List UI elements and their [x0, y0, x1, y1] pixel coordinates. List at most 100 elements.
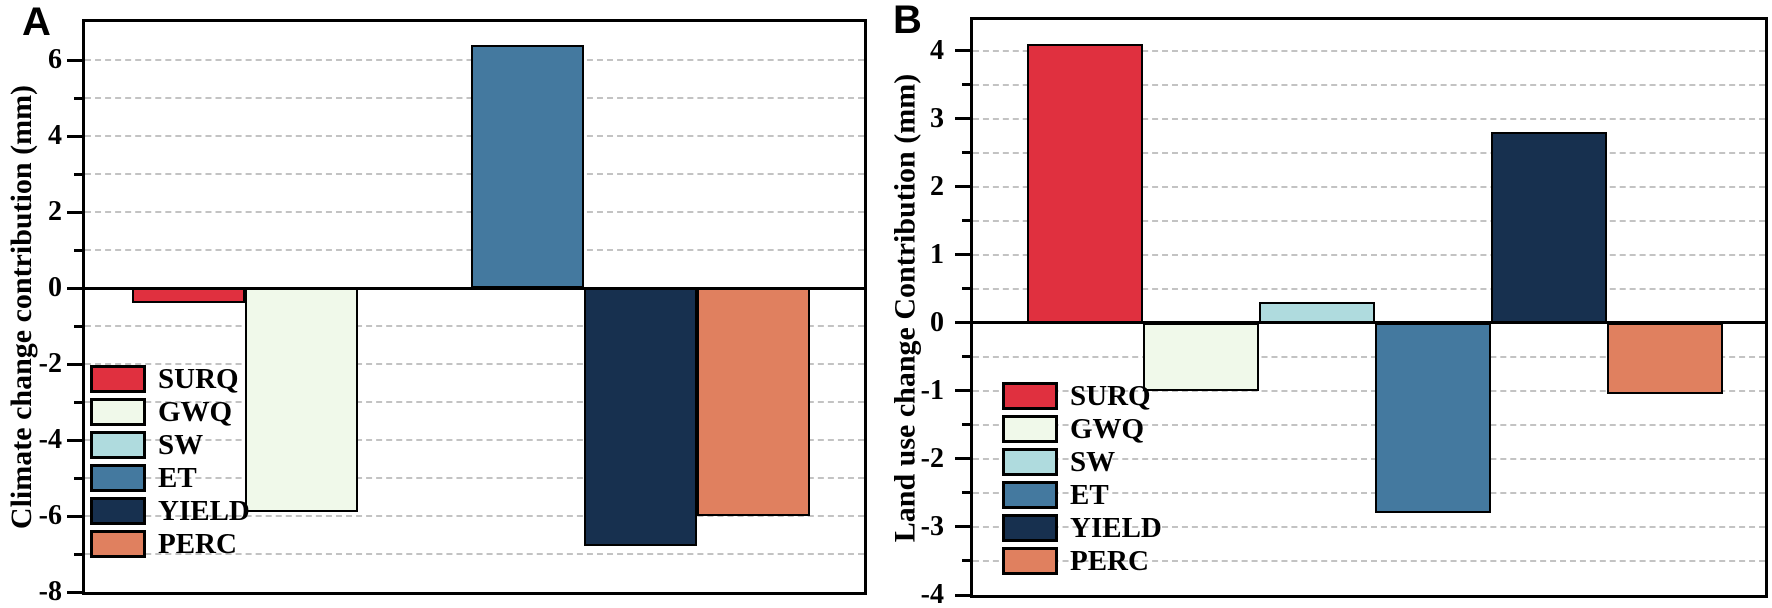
gridline	[973, 287, 1765, 290]
legend-label: SURQ	[158, 363, 239, 395]
major-tick	[67, 514, 82, 518]
y-tick-label: 4	[48, 120, 62, 151]
gridline	[85, 515, 864, 517]
legend-label: SURQ	[1070, 380, 1151, 412]
gridline	[973, 253, 1765, 256]
major-tick	[67, 134, 82, 138]
panel-a-zero-axis-line	[85, 286, 864, 290]
legend-swatch-perc	[1002, 547, 1058, 575]
legend-label: GWQ	[1070, 413, 1145, 445]
legend-label: YIELD	[1070, 512, 1162, 544]
y-tick-label: 6	[48, 44, 62, 75]
y-tick-label: 1	[930, 238, 944, 270]
minor-tick	[962, 83, 970, 87]
gridline	[85, 363, 864, 365]
legend-swatch-gwq	[90, 398, 146, 426]
y-tick-label: 4	[930, 34, 944, 66]
legend-item-sw: SW	[1002, 446, 1162, 478]
y-tick-label: 0	[48, 272, 62, 303]
legend-item-surq: SURQ	[1002, 380, 1162, 412]
gridline	[973, 355, 1765, 358]
y-tick-label: -4	[38, 424, 62, 455]
minor-tick	[74, 324, 82, 328]
gridline	[973, 219, 1765, 222]
gridline	[85, 401, 864, 403]
major-tick	[67, 210, 82, 214]
legend-swatch-yield	[1002, 514, 1058, 542]
y-tick-label: 2	[930, 170, 944, 202]
panel-b-zero-axis-line	[973, 321, 1765, 325]
panel-b-plot-area: SURQ GWQ SW ET YIELD PERC	[970, 17, 1768, 598]
minor-tick	[962, 423, 970, 427]
gridline	[973, 491, 1765, 494]
legend-swatch-et	[90, 464, 146, 492]
minor-tick	[962, 287, 970, 291]
panel-b-letter: B	[893, 0, 922, 42]
gridline	[973, 423, 1765, 426]
y-tick-label: -1	[920, 374, 944, 406]
y-tick-label: -8	[38, 576, 62, 607]
panel-a-plot-area: SURQ GWQ SW ET YIELD PERC	[82, 19, 867, 595]
y-tick-label: -2	[38, 348, 62, 379]
legend-item-sw: SW	[90, 429, 250, 461]
bar-surq	[132, 288, 245, 304]
legend-item-et: ET	[1002, 479, 1162, 511]
bar-et	[471, 44, 584, 288]
legend-label: SW	[158, 429, 204, 461]
y-tick-label: -4	[920, 579, 944, 608]
legend-item-yield: YIELD	[1002, 512, 1162, 544]
major-tick	[67, 58, 82, 62]
legend-label: ET	[1070, 479, 1109, 511]
y-tick-label: 2	[48, 196, 62, 227]
legend-item-perc: PERC	[90, 528, 250, 560]
y-tick-label: -6	[38, 500, 62, 531]
major-tick	[955, 253, 970, 257]
legend-item-et: ET	[90, 464, 250, 493]
legend-swatch-perc	[90, 530, 146, 558]
gridline	[85, 477, 864, 479]
legend-swatch-surq	[90, 365, 146, 393]
legend-swatch-sw	[1002, 448, 1058, 476]
y-tick-label: -3	[920, 510, 944, 542]
bar-gwq	[1143, 322, 1259, 391]
legend-swatch-sw	[90, 431, 146, 459]
major-tick	[67, 286, 82, 290]
minor-tick	[962, 355, 970, 359]
legend-swatch-et	[1002, 481, 1058, 509]
gridline	[973, 49, 1765, 52]
gridline	[973, 389, 1765, 392]
major-tick	[955, 49, 970, 53]
bar-surq	[1027, 43, 1143, 323]
gridline	[973, 457, 1765, 460]
legend-swatch-surq	[1002, 382, 1058, 410]
bar-sw	[1259, 302, 1375, 323]
major-tick	[67, 438, 82, 442]
legend-swatch-yield	[90, 497, 146, 525]
gridline	[85, 439, 864, 441]
y-tick-label: 3	[930, 102, 944, 134]
gridline	[973, 185, 1765, 188]
panel-a-letter: A	[22, 0, 51, 44]
gridline	[973, 83, 1765, 86]
minor-tick	[962, 151, 970, 155]
gridline	[973, 151, 1765, 154]
minor-tick	[74, 552, 82, 556]
minor-tick	[962, 219, 970, 223]
gridline	[973, 117, 1765, 120]
gridline	[973, 559, 1765, 562]
bar-perc	[1607, 322, 1723, 395]
legend-label: PERC	[158, 528, 237, 560]
major-tick	[955, 185, 970, 189]
legend-label: SW	[1070, 446, 1116, 478]
major-tick	[955, 593, 970, 597]
legend-item-gwq: GWQ	[1002, 413, 1162, 445]
major-tick	[955, 321, 970, 325]
minor-tick	[74, 248, 82, 252]
minor-tick	[74, 96, 82, 100]
y-tick-label: -2	[920, 442, 944, 474]
major-tick	[67, 362, 82, 366]
minor-tick	[74, 172, 82, 176]
major-tick	[955, 117, 970, 121]
